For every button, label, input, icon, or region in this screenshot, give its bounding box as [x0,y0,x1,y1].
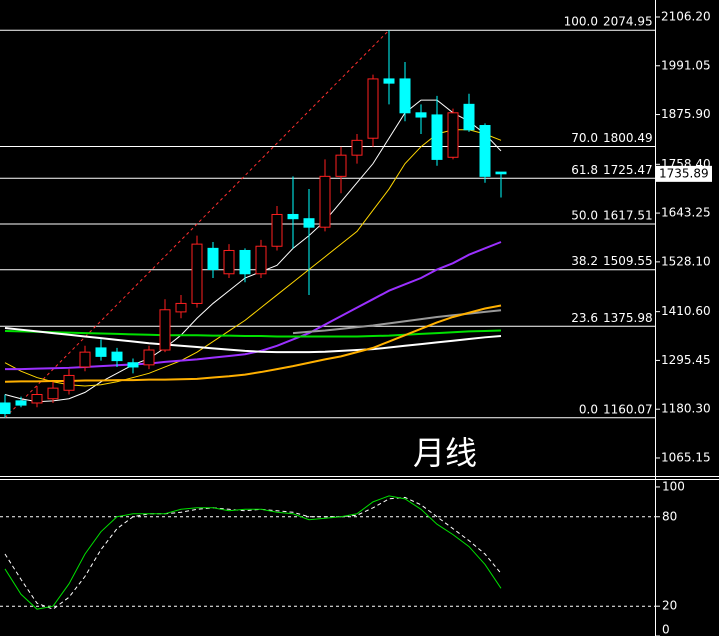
candle-body [415,112,427,118]
candle-body [111,351,123,362]
fib-price-label: 1617.51 [603,208,653,222]
fib-level-label: 100.0 [564,15,598,29]
fib-level-label: 70.0 [571,131,598,145]
y-tick-label: 1643.25 [661,206,711,220]
candle-body [463,103,475,131]
candle-body [95,347,107,357]
fib-price-label: 2074.95 [603,15,653,29]
candle-body [351,139,363,156]
candle-body [175,302,187,313]
candle-body [79,351,91,368]
fib-price-label: 1375.98 [603,311,653,325]
y-tick-label: 2106.20 [661,9,711,23]
candle-body [303,218,315,228]
candle-body [319,175,331,228]
y-tick-label: 1065.15 [661,450,711,464]
fib-price-label: 1509.55 [603,254,653,268]
y-tick-label: 100 [662,479,685,493]
y-tick-label: 1410.60 [661,304,711,318]
candle-body [143,349,155,366]
candle-body [479,125,491,177]
fib-level-label: 23.6 [571,311,598,325]
y-tick-label: 1875.90 [661,107,711,121]
last-price-box [656,165,712,182]
candle-body [159,309,171,351]
candle-body [191,243,203,304]
oscillator-k [4,495,502,610]
moving-average [292,309,502,335]
y-tick-label: 1295.45 [661,353,711,367]
y-tick-label: 1180.30 [661,402,711,416]
moving-average [4,329,502,338]
y-tick-label: 20 [662,599,677,613]
candle-body [239,249,251,275]
fib-level-label: 38.2 [571,254,598,268]
candle-body [0,402,11,415]
fib-price-label: 1160.07 [603,402,653,416]
candle-body [367,78,379,139]
candle-body [447,112,459,158]
moving-average [4,99,502,403]
candle-body [383,78,395,84]
candle-body [399,78,411,114]
fib-level-label: 61.8 [571,163,598,177]
candle-body [47,387,59,400]
fib-price-label: 1800.49 [603,131,653,145]
y-tick-label: 1991.05 [661,58,711,72]
candle-body [223,249,235,275]
candle-body [207,247,219,271]
candle-body [63,374,75,391]
candle-body [495,171,507,175]
moving-average [4,129,502,387]
candle-body [287,213,299,220]
candle-body [255,245,267,275]
candle-body [335,154,347,177]
moving-average [4,326,502,354]
candle-body [31,393,43,404]
oscillator-d [4,496,502,610]
candle-body [271,213,283,247]
candle-body [127,362,139,368]
y-tick-label: 80 [662,509,677,523]
moving-average [5,241,502,371]
fib-level-label: 0.0 [579,402,598,416]
y-tick-label: 1528.10 [661,254,711,268]
y-tick-label: 0 [662,623,670,636]
fib-price-label: 1725.47 [603,163,653,177]
fib-level-label: 50.0 [571,208,598,222]
candle-body [431,114,443,160]
last-price-label: 1735.89 [659,166,709,180]
fib-trend [4,29,390,419]
candle-body [15,400,27,406]
moving-average [4,304,502,383]
chart-title: 月线 [413,434,477,472]
